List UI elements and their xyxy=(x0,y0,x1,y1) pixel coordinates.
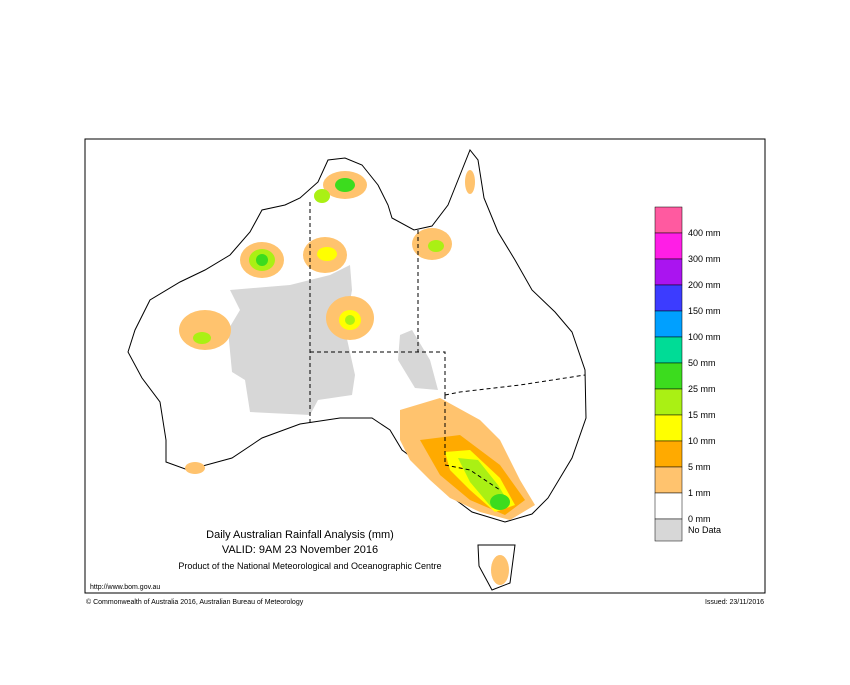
rain-area xyxy=(335,178,355,192)
legend-swatch xyxy=(654,336,683,364)
legend-label: 1 mm xyxy=(688,488,711,498)
legend-label: 150 mm xyxy=(688,306,721,316)
legend-label: 10 mm xyxy=(688,436,716,446)
legend-label: 5 mm xyxy=(688,462,711,472)
legend-swatch xyxy=(654,466,683,494)
australia-map xyxy=(127,149,587,591)
rain-area xyxy=(345,315,355,325)
legend-label: 0 mm xyxy=(688,514,711,524)
legend: 400 mm 300 mm 200 mm 150 mm 100 mm 50 mm 25 mm… xyxy=(654,206,721,542)
rain-area xyxy=(314,189,330,203)
no-data-area xyxy=(228,265,355,415)
legend-swatch xyxy=(654,258,683,286)
legend-swatch xyxy=(654,414,683,442)
no-data-area xyxy=(398,330,438,390)
rain-area xyxy=(490,494,510,510)
legend-swatch xyxy=(654,518,683,542)
state-borders xyxy=(309,202,586,491)
legend-label: No Data xyxy=(688,525,721,535)
valid-time: VALID: 9AM 23 November 2016 xyxy=(222,544,378,556)
legend-label: 50 mm xyxy=(688,358,716,368)
product-note: Product of the National Meteorological a… xyxy=(178,561,441,571)
rain-area xyxy=(193,332,211,344)
rain-area xyxy=(179,310,231,350)
legend-label: 200 mm xyxy=(688,280,721,290)
rain-area xyxy=(428,240,444,252)
legend-label: 300 mm xyxy=(688,254,721,264)
legend-swatch xyxy=(654,440,683,468)
source-url: http://www.bom.gov.au xyxy=(90,584,160,591)
map-title: Daily Australian Rainfall Analysis (mm) xyxy=(206,529,394,541)
issued-date: Issued: 23/11/2016 xyxy=(705,599,764,606)
legend-label: 15 mm xyxy=(688,410,716,420)
rain-area xyxy=(465,170,475,194)
rain-area xyxy=(491,555,509,585)
legend-label: 25 mm xyxy=(688,384,716,394)
legend-swatch xyxy=(654,206,683,234)
rain-area xyxy=(317,247,337,261)
rain-area xyxy=(256,254,268,266)
legend-swatch xyxy=(654,362,683,390)
legend-label: 400 mm xyxy=(688,228,721,238)
copyright: © Commonwealth of Australia 2016, Austra… xyxy=(86,598,304,606)
legend-swatch xyxy=(654,492,683,520)
legend-swatch xyxy=(654,284,683,312)
legend-label: 100 mm xyxy=(688,332,721,342)
rain-area xyxy=(185,462,205,474)
legend-swatch xyxy=(654,388,683,416)
legend-swatch xyxy=(654,232,683,260)
legend-swatch xyxy=(654,310,683,338)
